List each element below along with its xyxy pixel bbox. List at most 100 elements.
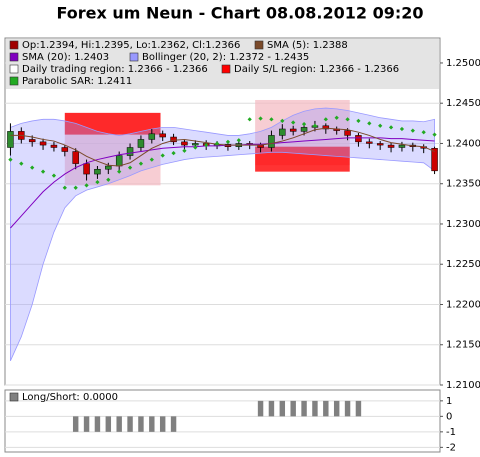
sar-point	[410, 128, 415, 133]
long-short-bar	[301, 400, 307, 417]
y-tick-label: 1.2450	[446, 98, 480, 109]
long-short-bar	[257, 400, 264, 417]
candle-body	[322, 125, 330, 130]
legend-swatch	[9, 52, 19, 62]
long-short-bar	[170, 416, 177, 432]
candle-body	[61, 147, 69, 152]
legend-swatch	[9, 40, 19, 50]
long-short-bar	[127, 416, 133, 432]
candle-body	[376, 143, 384, 146]
long-short-bar	[138, 416, 144, 432]
sar-point	[62, 185, 67, 190]
y-tick-label: -1	[446, 427, 456, 438]
y-tick-label: 1.2500	[446, 58, 480, 69]
sar-point	[138, 161, 144, 166]
sar-point	[30, 165, 35, 170]
y-tick-label: 1.2300	[446, 219, 480, 230]
long-short-bar	[105, 416, 112, 432]
y-tick-label: 0	[446, 411, 452, 422]
candle-body	[355, 135, 362, 143]
candle-body	[115, 155, 123, 167]
candle-body	[137, 139, 145, 148]
y-tick-label: 1.2200	[446, 299, 480, 310]
y-tick-label: 1.2400	[446, 138, 480, 149]
legend-label: SMA (5): 1.2388	[267, 40, 348, 51]
candle-body	[268, 135, 275, 148]
sar-point	[171, 151, 176, 156]
long-short-bar	[333, 400, 340, 417]
legend-label: Bollinger (20, 2): 1.2372 - 1.2435	[142, 52, 309, 63]
legend-label: Long/Short: 0.0000	[22, 392, 118, 403]
y-tick-label: 1.2150	[446, 340, 480, 351]
sar-point	[225, 139, 231, 144]
legend-box	[6, 39, 439, 89]
sar-point	[149, 157, 154, 162]
candle-body	[72, 151, 79, 164]
long-short-bar	[290, 400, 296, 417]
long-short-bar	[344, 400, 351, 417]
long-short-bar	[279, 400, 286, 417]
long-short-bar	[72, 416, 79, 432]
candle-body	[181, 141, 188, 146]
sar-point	[160, 153, 165, 158]
long-short-bar	[268, 400, 275, 417]
legend-swatch	[129, 52, 139, 62]
candle-body	[344, 130, 351, 136]
sar-point	[19, 161, 24, 166]
sar-point	[432, 132, 437, 137]
candle-body	[366, 141, 373, 144]
candle-body	[126, 147, 134, 156]
legend-label: Daily trading region: 1.2366 - 1.2366	[22, 64, 208, 75]
legend-label: Daily S/L region: 1.2366 - 1.2366	[234, 64, 399, 75]
sma5-line	[10, 127, 435, 167]
legend-swatch	[9, 76, 19, 86]
candle-body	[159, 133, 166, 138]
y-tick-label: 1.2350	[446, 179, 480, 190]
legend-swatch	[9, 392, 19, 402]
long-short-bar	[323, 400, 329, 417]
sar-point	[106, 177, 111, 182]
candle-body	[105, 165, 112, 170]
candle-body	[431, 148, 438, 172]
candle-body	[7, 131, 14, 148]
legend-swatch	[9, 64, 19, 74]
candle-body	[398, 144, 406, 148]
sar-point	[95, 179, 100, 185]
y-tick-label: 1.2100	[446, 380, 480, 391]
sar-point	[73, 185, 78, 190]
candle-body	[94, 168, 101, 175]
long-short-bar	[83, 416, 90, 432]
legend-swatch	[221, 64, 231, 74]
candle-body	[50, 144, 58, 148]
sl-region	[255, 146, 350, 172]
sar-point	[247, 117, 252, 122]
candle-body	[279, 128, 286, 136]
sar-point	[236, 138, 241, 143]
y-tick-label: -2	[446, 442, 456, 453]
sar-point	[421, 130, 426, 135]
long-short-bar	[159, 416, 166, 432]
sar-point	[84, 183, 89, 188]
legend-label: Op:1.2394, Hi:1.2395, Lo:1.2362, Cl:1.23…	[22, 40, 240, 51]
sar-point	[117, 169, 122, 174]
candle-body	[289, 128, 297, 132]
candle-body	[83, 163, 90, 175]
y-tick-label: 1	[446, 396, 452, 407]
legend-swatch	[254, 40, 264, 50]
chart-title: Forex um Neun - Chart 08.08.2012 09:20	[56, 4, 423, 23]
plot-area	[4, 37, 441, 386]
candle-body	[192, 143, 199, 146]
legend-label: SMA (20): 1.2403	[22, 52, 109, 63]
candle-body	[300, 127, 308, 132]
candle-body	[39, 141, 47, 146]
long-short-bar	[355, 400, 362, 417]
sar-point	[214, 141, 220, 146]
candle-body	[170, 136, 177, 143]
sl-region	[64, 112, 161, 135]
sar-point	[204, 142, 209, 148]
candle-body	[28, 139, 36, 143]
legend-label: Parabolic SAR: 1.2411	[22, 76, 132, 87]
y-tick-label: 1.2250	[446, 259, 480, 270]
sar-point	[40, 169, 46, 174]
